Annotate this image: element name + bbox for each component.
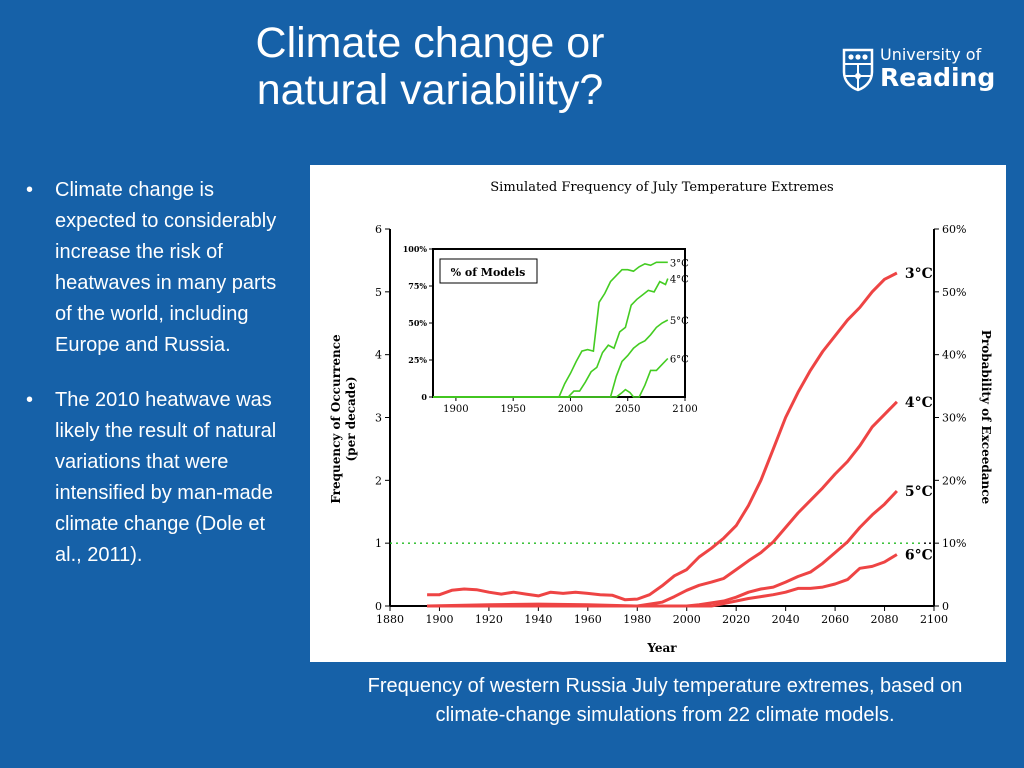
y2-tick-label: 50%: [942, 286, 966, 299]
inset-x-tick-label: 1900: [443, 404, 468, 415]
chart-title: Simulated Frequency of July Temperature …: [490, 180, 833, 195]
inset-y-tick-label: 50%: [408, 318, 427, 328]
series-line-6c: [427, 553, 898, 608]
y-tick-label: 5: [375, 286, 382, 299]
y-tick-label: 4: [375, 349, 382, 362]
inset-y-tick-label: 100%: [403, 244, 428, 254]
inset-frame: [432, 248, 686, 398]
y-tick-label: 3: [375, 412, 382, 425]
x-tick-label: 2040: [772, 613, 800, 626]
bullet-text: Climate change is expected to considerab…: [55, 179, 277, 356]
x-tick-label: 1960: [574, 613, 602, 626]
bullet-list: • Climate change is expected to consider…: [24, 175, 294, 595]
logo-line1: University of: [880, 45, 982, 64]
bullet-marker: •: [26, 389, 34, 411]
y-tick-label: 0: [375, 600, 382, 613]
y2-axis-label: Probability of Exceedance: [979, 330, 993, 505]
y2-tick-label: 40%: [942, 349, 966, 362]
frequency-chart: Simulated Frequency of July Temperature …: [329, 180, 993, 655]
x-tick-label: 2020: [722, 613, 750, 626]
series-label: 6°C: [905, 547, 933, 563]
series-label: 5°C: [905, 484, 933, 500]
inset-series-line-5c: [433, 319, 669, 398]
y2-tick-label: 10%: [942, 537, 966, 550]
x-axis-label: Year: [646, 641, 677, 655]
y2-tick-label: 30%: [942, 412, 966, 425]
university-logo: University of Reading: [842, 44, 995, 96]
inset-y-tick-label: 0: [421, 392, 427, 402]
y-tick-label: 6: [375, 223, 382, 236]
inset-series-label: 3°C: [670, 258, 689, 269]
x-tick-label: 2080: [871, 613, 899, 626]
chart-panel: Simulated Frequency of July Temperature …: [310, 165, 1006, 662]
inset-x-tick-label: 1950: [500, 404, 525, 415]
slide-title-line2: natural variability?: [256, 66, 604, 114]
y-axis-label: Frequency of Occurrence(per decade): [329, 334, 358, 504]
series-line-4c: [427, 400, 898, 608]
inset-y-tick-label: 25%: [408, 355, 427, 365]
y2-tick-label: 20%: [942, 474, 966, 487]
y2-tick-label: 0: [942, 600, 949, 613]
inset-title-box: [439, 258, 538, 284]
x-tick-label: 2000: [673, 613, 701, 626]
x-tick-label: 1880: [376, 613, 404, 626]
inset-series-label: 4°C: [670, 275, 689, 286]
inset-series-label: 6°C: [670, 355, 689, 366]
bullet-item: • The 2010 heatwave was likely the resul…: [24, 385, 294, 571]
slide-title-line1: Climate change or: [255, 19, 605, 67]
x-tick-label: 1900: [425, 613, 453, 626]
series-label: 3°C: [905, 266, 933, 282]
x-tick-label: 1980: [623, 613, 651, 626]
y2-tick-label: 60%: [942, 223, 966, 236]
inset-x-tick-label: 2050: [615, 404, 640, 415]
bullet-item: • Climate change is expected to consider…: [24, 175, 294, 361]
logo-line2: Reading: [880, 63, 996, 92]
bullet-marker: •: [26, 179, 34, 201]
bullet-text: The 2010 heatwave was likely the result …: [55, 389, 277, 566]
x-tick-label: 2060: [821, 613, 849, 626]
x-tick-label: 1940: [524, 613, 552, 626]
figure-caption: Frequency of western Russia July tempera…: [367, 675, 963, 726]
university-shield-icon: [842, 48, 874, 92]
x-tick-label: 2100: [920, 613, 948, 626]
inset-y-tick-label: 75%: [408, 281, 427, 291]
x-tick-label: 1920: [475, 613, 503, 626]
inset-series-line-3c: [433, 261, 668, 398]
series-line-3c: [427, 271, 898, 602]
inset-series-label: 5°C: [670, 316, 689, 327]
inset-series-line-6c: [433, 357, 669, 398]
series-label: 4°C: [905, 395, 933, 411]
inset-series-line-4c: [433, 278, 669, 398]
inset-x-tick-label: 2000: [558, 404, 583, 415]
inset-title: % of Models: [451, 266, 526, 279]
series-line-5c: [427, 489, 898, 608]
y-tick-label: 2: [375, 474, 382, 487]
y-tick-label: 1: [375, 537, 382, 550]
inset-x-tick-label: 2100: [672, 404, 697, 415]
slide-title: Climate change or natural variability?: [180, 20, 680, 114]
